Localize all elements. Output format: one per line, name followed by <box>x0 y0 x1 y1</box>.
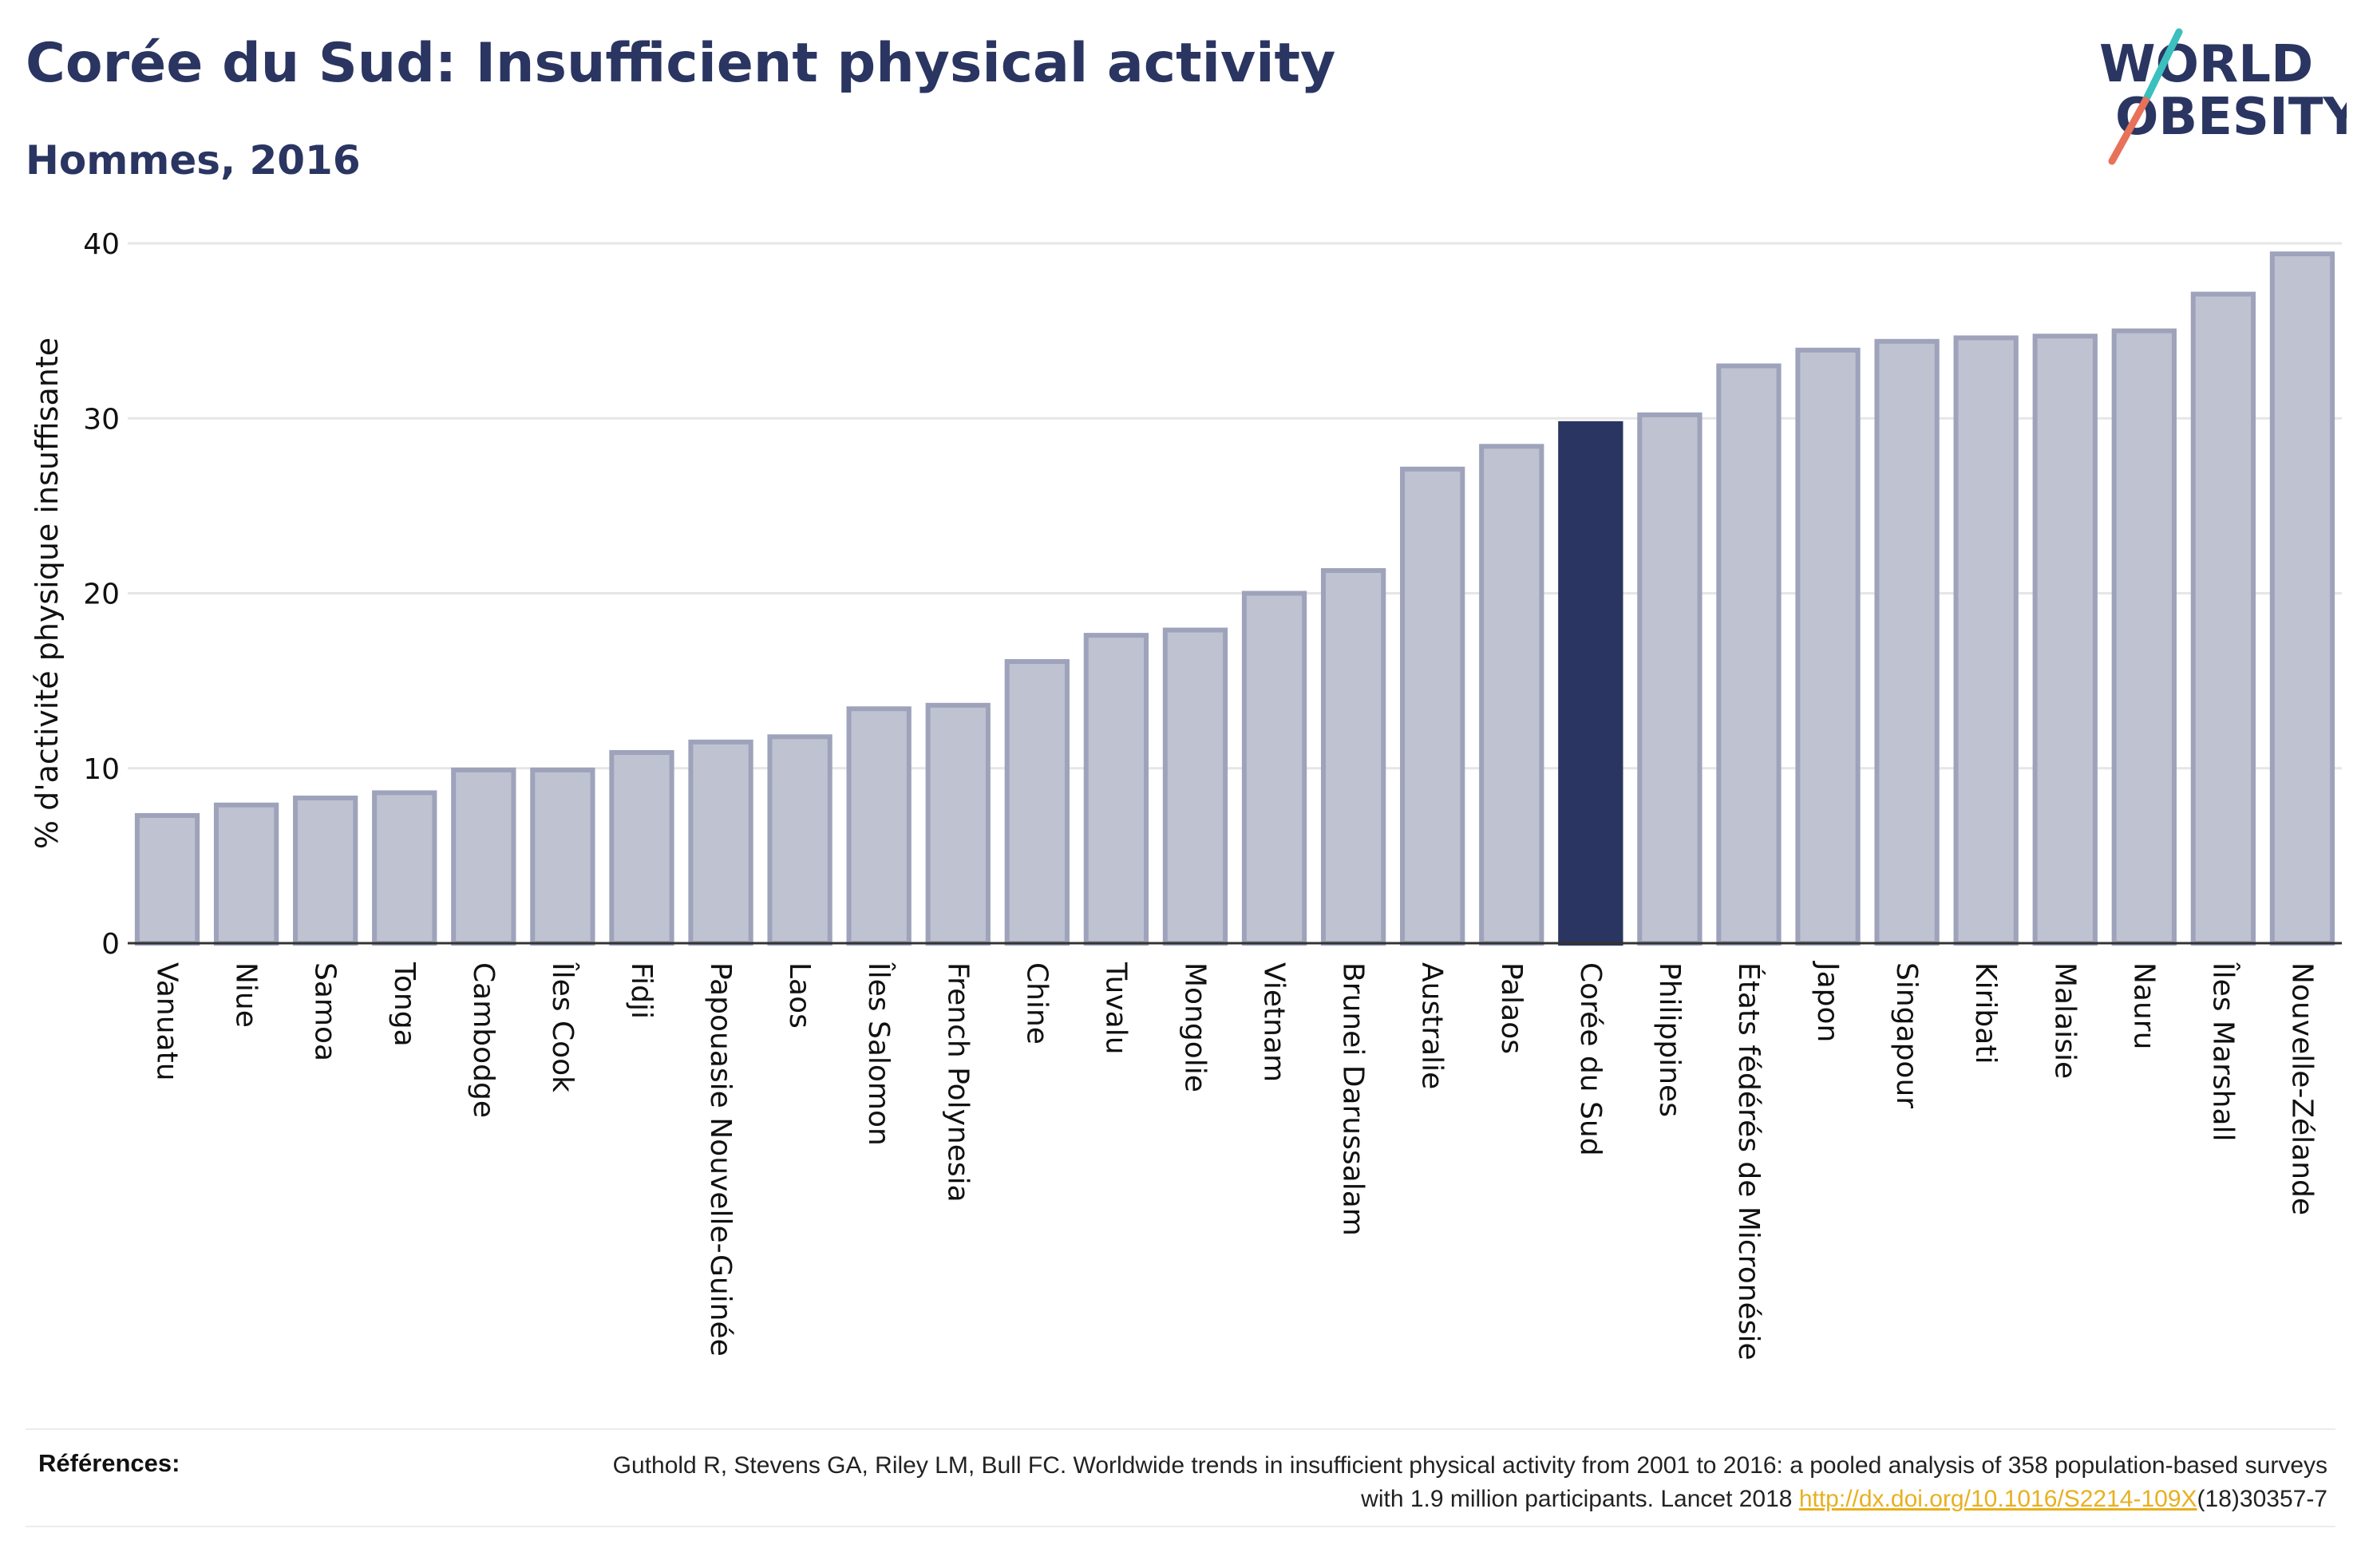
x-tick-label: Îles Salomon <box>862 962 896 1146</box>
bar-palaos[interactable] <box>1479 444 1544 946</box>
bar-niue[interactable] <box>213 802 279 946</box>
world-obesity-logo: WORLD OBESITY <box>2099 28 2347 165</box>
bar-samoa[interactable] <box>293 796 358 946</box>
logo-line2: OBESITY <box>2115 88 2347 147</box>
x-tick-label: Fidji <box>625 962 658 1019</box>
x-tick-label: Vietnam <box>1258 962 1291 1082</box>
y-tick-label: 40 <box>83 228 120 261</box>
x-tick-label: États fédérés de Micronésie <box>1732 962 1766 1361</box>
references-text: Guthold R, Stevens GA, Riley LM, Bull FC… <box>571 1449 2327 1516</box>
x-tick-label: Japon <box>1811 961 1844 1042</box>
x-tick-label: Australie <box>1416 962 1449 1089</box>
bar-etats-federes-de-micronesie[interactable] <box>1716 363 1782 946</box>
bar-tonga[interactable] <box>372 790 437 946</box>
y-tick-label: 30 <box>83 403 120 436</box>
x-tick-label: Papouasie Nouvelle-Guinée <box>704 962 737 1357</box>
chart-subtitle: Hommes, 2016 <box>26 137 361 184</box>
bar-kiribati[interactable] <box>1953 335 2019 946</box>
x-tick-label: Brunei Darussalam <box>1337 962 1370 1236</box>
bar-iles-salomon[interactable] <box>846 706 912 946</box>
bar-fidji[interactable] <box>609 750 674 946</box>
reference-citation: Guthold R, Stevens GA, Riley LM, Bull FC… <box>612 1452 2327 1512</box>
bar-chart: 0 10 20 30 40 Vanuatu Niue Samoa Tonga Cambodge Î… <box>30 228 2342 1361</box>
x-tick-label: Kiribati <box>1969 962 2002 1064</box>
reference-doi-suffix: (18)30357-7 <box>2197 1486 2327 1512</box>
y-tick-label: 0 <box>101 928 120 961</box>
x-tick-label: Nouvelle-Zélande <box>2285 962 2318 1215</box>
bar-japon[interactable] <box>1795 347 1861 946</box>
logo-slash-coral <box>2108 97 2149 165</box>
bar-philippines[interactable] <box>1637 412 1703 946</box>
x-tick-label: Îles Marshall <box>2206 962 2240 1142</box>
bar-iles-marshall[interactable] <box>2190 291 2256 946</box>
logo-line1: WORLD <box>2099 35 2313 94</box>
bar-malaisie[interactable] <box>2032 334 2098 946</box>
bar-cambodge[interactable] <box>451 767 516 946</box>
bar-vanuatu[interactable] <box>134 812 200 946</box>
logo-slash-teal <box>2142 28 2183 105</box>
bar-nauru[interactable] <box>2111 328 2177 946</box>
x-tick-label: Singapour <box>1890 962 1923 1108</box>
bar-mongolie[interactable] <box>1162 627 1228 946</box>
x-tick-label: Samoa <box>309 962 342 1061</box>
x-tick-label: Chine <box>1020 962 1053 1045</box>
x-tick-label: Îles Cook <box>546 962 579 1092</box>
references-label: Références: <box>38 1449 180 1477</box>
bar-australie[interactable] <box>1400 466 1465 946</box>
x-tick-label: Laos <box>783 962 816 1029</box>
x-tick-label: French Polynesia <box>941 962 974 1203</box>
x-tick-label: Vanuatu <box>151 962 184 1081</box>
bar-vietnam[interactable] <box>1241 590 1307 946</box>
bar-singapour[interactable] <box>1874 338 1940 946</box>
bar-tuvalu[interactable] <box>1083 633 1149 946</box>
reference-doi-link[interactable]: http://dx.doi.org/10.1016/S2214-109X <box>1798 1486 2197 1512</box>
x-tick-label: Malaisie <box>2048 962 2081 1079</box>
bar-laos[interactable] <box>767 734 832 946</box>
x-tick-label: Niue <box>230 962 263 1028</box>
x-tick-label: Mongolie <box>1178 962 1211 1092</box>
bar-nouvelle-zelande[interactable] <box>2269 251 2335 946</box>
y-tick-label: 10 <box>83 753 120 786</box>
chart-title: Corée du Sud: Insufficient physical acti… <box>26 32 1336 95</box>
x-tick-label: Philippines <box>1653 962 1686 1117</box>
x-tick-label: Tuvalu <box>1099 962 1132 1055</box>
x-tick-label: Tonga <box>388 962 421 1047</box>
x-tick-label: Nauru <box>2127 962 2160 1049</box>
bar-french-polynesia[interactable] <box>925 702 991 946</box>
bar-brunei-darussalam[interactable] <box>1320 567 1386 946</box>
x-tick-label: Cambodge <box>467 962 500 1118</box>
bar-coree-du-sud[interactable] <box>1558 421 1623 946</box>
x-tick-label: Corée du Sud <box>1574 962 1607 1156</box>
y-tick-label: 20 <box>83 579 120 611</box>
y-axis-label: % d'activité physique insuffisante <box>30 338 65 849</box>
x-tick-label: Palaos <box>1495 962 1528 1054</box>
references-panel: Références: Guthold R, Stevens GA, Riley… <box>26 1428 2335 1527</box>
bar-iles-cook[interactable] <box>530 767 595 946</box>
bar-papouasie-nouvelle-guinee[interactable] <box>688 739 753 946</box>
bar-chine[interactable] <box>1004 659 1070 946</box>
